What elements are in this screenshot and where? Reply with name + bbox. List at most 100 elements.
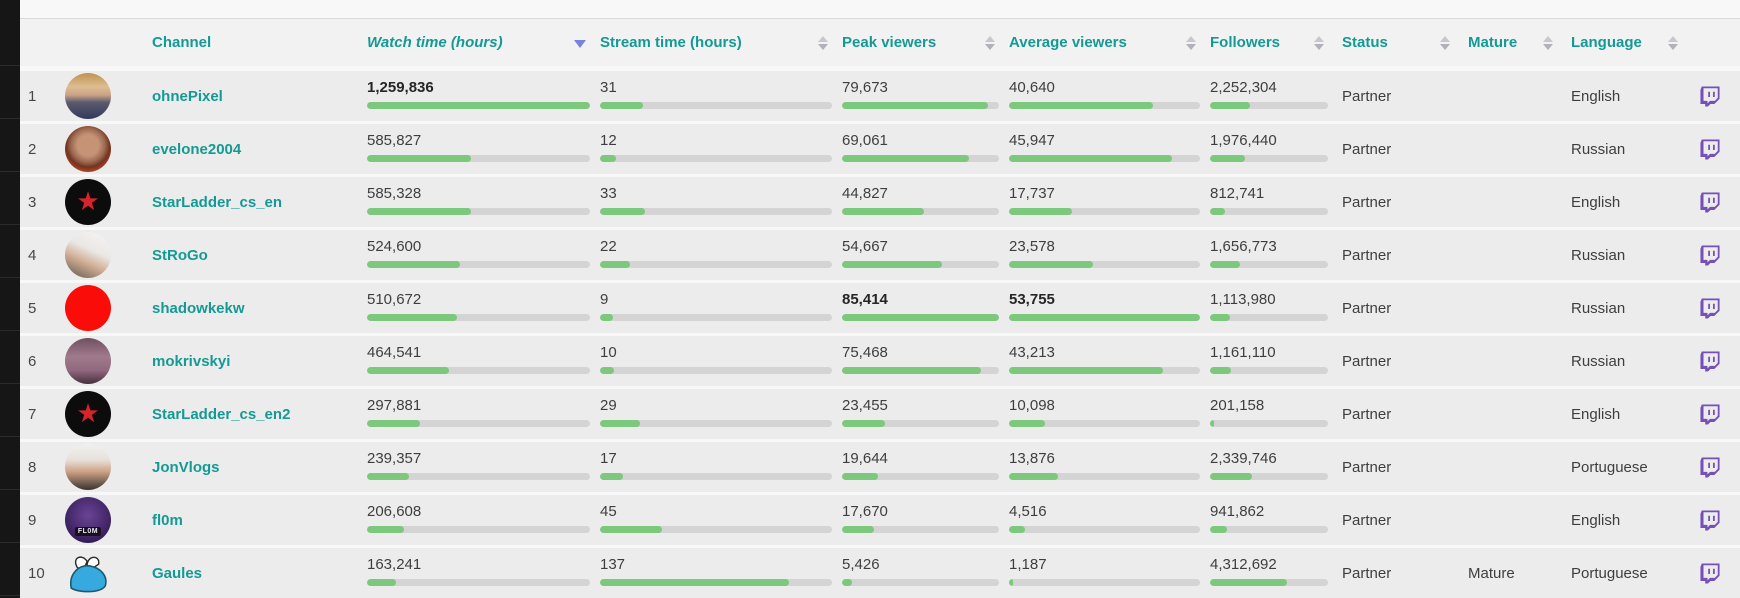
watch-value: 239,357 [367, 450, 422, 467]
peak-value: 23,455 [842, 397, 888, 414]
channel-link[interactable]: evelone2004 [152, 140, 242, 158]
stream-value: 29 [600, 397, 617, 414]
avg-bar-fill [1009, 473, 1059, 480]
column-header-watch[interactable]: Watch time (hours) [365, 19, 598, 66]
followers-bar-track [1210, 526, 1328, 533]
peak-cell: 5,426 [840, 548, 1007, 598]
channel-link[interactable]: StarLadder_cs_en [152, 193, 283, 211]
column-header-language[interactable]: Language [1565, 19, 1690, 66]
channel-avatar[interactable] [65, 126, 111, 172]
stream-bar-fill [600, 579, 790, 586]
avg-bar-track [1009, 208, 1200, 215]
avg-bar-track [1009, 102, 1200, 109]
channel-link[interactable]: mokrivskyi [152, 352, 231, 370]
watch-value: 206,608 [367, 503, 422, 520]
stream-bar-track [600, 367, 832, 374]
twitch-channel-icon[interactable] [1700, 404, 1720, 425]
column-header-followers[interactable]: Followers [1208, 19, 1336, 66]
stream-value: 33 [600, 185, 617, 202]
twitch-channel-icon[interactable] [1700, 563, 1720, 584]
followers-value: 812,741 [1210, 185, 1265, 202]
twitch-channel-icon[interactable] [1700, 510, 1720, 531]
peak-cell: 69,061 [840, 124, 1007, 174]
status-cell: Partner [1342, 193, 1392, 211]
avg-cell: 23,578 [1007, 230, 1208, 280]
column-header-status[interactable]: Status [1336, 19, 1462, 66]
peak-value: 17,670 [842, 503, 888, 520]
watch-cell: 297,881 [365, 389, 598, 439]
stream-bar-track [600, 155, 832, 162]
column-header-channel[interactable]: Channel [120, 19, 365, 66]
followers-cell: 1,656,773 [1208, 230, 1336, 280]
mature-cell [1462, 230, 1565, 280]
followers-cell: 941,862 [1208, 495, 1336, 545]
sort-toggle-icon [1543, 35, 1553, 50]
followers-bar-fill [1210, 526, 1227, 533]
twitch-channel-icon[interactable] [1700, 298, 1720, 319]
column-header-stream[interactable]: Stream time (hours) [598, 19, 840, 66]
avatar-cell [56, 71, 120, 121]
column-header-peak[interactable]: Peak viewers [840, 19, 1007, 66]
channel-link[interactable]: ohnePixel [152, 87, 223, 105]
twitch-channel-icon[interactable] [1700, 139, 1720, 160]
watch-cell: 206,608 [365, 495, 598, 545]
channel-cell: mokrivskyi [120, 336, 365, 386]
column-header-avg[interactable]: Average viewers [1007, 19, 1208, 66]
peak-value: 85,414 [842, 291, 888, 308]
avg-cell: 1,187 [1007, 548, 1208, 598]
channel-link[interactable]: StRoGo [152, 246, 208, 264]
watch-value: 585,328 [367, 185, 422, 202]
peak-cell: 79,673 [840, 71, 1007, 121]
twitch-channel-icon[interactable] [1700, 86, 1720, 107]
channel-link[interactable]: Gaules [152, 564, 203, 582]
stream-bar-track [600, 314, 832, 321]
mature-cell: Mature [1468, 564, 1515, 582]
avg-bar-fill [1009, 367, 1163, 374]
channel-avatar[interactable] [65, 550, 111, 596]
channel-avatar[interactable]: FL0M [65, 497, 111, 543]
channel-link[interactable]: JonVlogs [152, 458, 220, 476]
channel-avatar[interactable] [65, 232, 111, 278]
twitch-cell [1690, 71, 1740, 121]
channel-avatar[interactable]: ★ [65, 391, 111, 437]
channel-avatar[interactable] [65, 444, 111, 490]
avg-cell: 4,516 [1007, 495, 1208, 545]
channel-avatar[interactable] [65, 285, 111, 331]
stream-bar-fill [600, 420, 641, 427]
status-cell: Partner [1342, 352, 1392, 370]
avatar-cell: ★ [56, 389, 120, 439]
peak-bar-track [842, 102, 999, 109]
followers-value: 1,656,773 [1210, 238, 1277, 255]
peak-value: 5,426 [842, 556, 880, 573]
twitch-cell [1690, 177, 1740, 227]
column-label-channel: Channel [152, 34, 212, 51]
twitch-channel-icon[interactable] [1700, 457, 1720, 478]
table-row: 1 ohnePixel 1,259,836 31 79,673 40,640 2,252,3… [20, 68, 1740, 121]
status-cell: Partner [1342, 511, 1392, 529]
column-header-mature[interactable]: Mature [1462, 19, 1565, 66]
column-label-avg: Average viewers [1009, 34, 1127, 51]
watch-value: 1,259,836 [367, 79, 434, 96]
channel-link[interactable]: fl0m [152, 511, 183, 529]
avg-value: 1,187 [1009, 556, 1047, 573]
stream-cell: 12 [598, 124, 840, 174]
avatar-cell [56, 336, 120, 386]
mature-cell [1462, 495, 1565, 545]
twitch-channel-icon[interactable] [1700, 351, 1720, 372]
twitch-channel-icon[interactable] [1700, 192, 1720, 213]
rank-cell: 7 [28, 405, 37, 423]
followers-value: 941,862 [1210, 503, 1265, 520]
channel-avatar[interactable]: ★ [65, 179, 111, 225]
channel-link[interactable]: StarLadder_cs_en2 [152, 405, 291, 423]
channel-avatar[interactable] [65, 338, 111, 384]
channel-link[interactable]: shadowkekw [152, 299, 245, 317]
peak-bar-track [842, 526, 999, 533]
column-label-status: Status [1342, 34, 1388, 51]
avg-bar-track [1009, 526, 1200, 533]
watch-bar-fill [367, 420, 420, 427]
channel-avatar[interactable] [65, 73, 111, 119]
twitch-channel-icon[interactable] [1700, 245, 1720, 266]
status-cell: Partner [1342, 246, 1392, 264]
avg-bar-track [1009, 367, 1200, 374]
twitch-cell [1690, 230, 1740, 280]
